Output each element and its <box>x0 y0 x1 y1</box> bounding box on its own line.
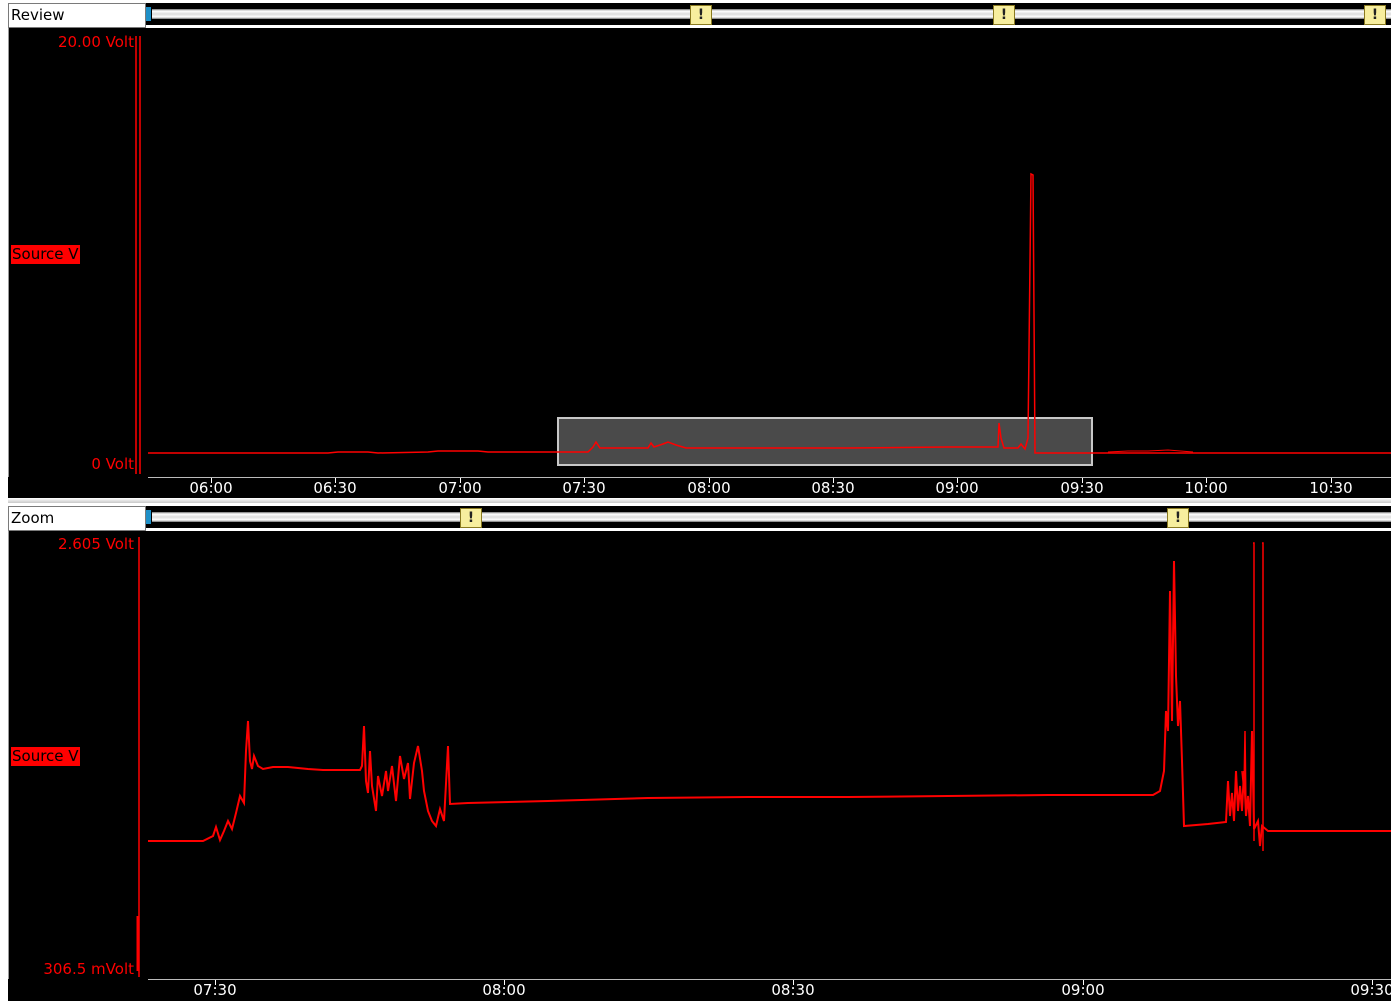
review-time-label: 09:30 <box>1060 479 1104 497</box>
zoom-pane: Zoom ! ! 2.605 Volt Source V 306.5 mVolt… <box>0 503 1391 1003</box>
time-tick <box>1206 478 1207 483</box>
review-time-label: 07:00 <box>438 479 482 497</box>
zoom-y-axis: 2.605 Volt Source V 306.5 mVolt <box>8 531 148 979</box>
review-axis-level-indicator <box>135 36 141 474</box>
review-scroll-bar[interactable] <box>152 9 1391 19</box>
zoom-time-label: 08:30 <box>771 981 815 999</box>
time-tick <box>335 478 336 483</box>
zoom-y-min-label: 306.5 mVolt <box>43 960 134 978</box>
time-tick <box>957 478 958 483</box>
event-marker-icon[interactable]: ! <box>460 508 482 528</box>
time-tick <box>793 980 794 985</box>
review-y-min-label: 0 Volt <box>91 455 134 473</box>
review-time-label: 10:30 <box>1309 479 1353 497</box>
zoom-y-max-label: 2.605 Volt <box>57 535 134 553</box>
zoom-scroll-start-icon[interactable] <box>146 510 151 524</box>
review-axis-corner <box>8 477 148 499</box>
review-time-label: 08:00 <box>687 479 731 497</box>
review-scroll-start-icon[interactable] <box>146 7 151 21</box>
zoom-time-label: 09:00 <box>1061 981 1105 999</box>
event-marker-icon[interactable]: ! <box>1364 5 1386 25</box>
review-time-label: 08:30 <box>811 479 855 497</box>
review-pane: Review ! ! ! 20.00 Volt Source V 0 Volt … <box>0 0 1391 500</box>
review-title: Review <box>8 3 146 28</box>
event-marker-icon[interactable]: ! <box>690 5 712 25</box>
zoom-time-label: 08:00 <box>482 981 526 999</box>
zoom-time-axis: 07:30 08:00 08:30 09:00 09:30 <box>148 979 1391 1001</box>
zoom-axis-level-indicator <box>136 537 140 977</box>
review-time-label: 09:00 <box>935 479 979 497</box>
zoom-axis-corner <box>8 979 148 1001</box>
zoom-time-label: 09:30 <box>1350 981 1391 999</box>
review-y-max-label: 20.00 Volt <box>57 33 134 51</box>
review-time-label: 10:00 <box>1184 479 1228 497</box>
zoom-channel-label[interactable]: Source V <box>11 747 80 766</box>
time-tick <box>1331 478 1332 483</box>
review-channel-label[interactable]: Source V <box>11 245 80 264</box>
time-tick <box>211 478 212 483</box>
time-tick <box>1083 980 1084 985</box>
time-tick <box>1372 980 1373 985</box>
zoom-trace <box>148 542 1391 851</box>
time-tick <box>709 478 710 483</box>
time-tick <box>584 478 585 483</box>
time-tick <box>460 478 461 483</box>
review-y-axis: 20.00 Volt Source V 0 Volt <box>8 28 148 477</box>
zoom-scroll-track[interactable]: ! ! <box>146 506 1391 528</box>
zoom-time-label: 07:30 <box>193 981 237 999</box>
time-tick <box>504 980 505 985</box>
zoom-title: Zoom <box>8 506 146 531</box>
time-tick <box>833 478 834 483</box>
review-plot-area[interactable] <box>148 28 1391 477</box>
review-time-label: 06:00 <box>189 479 233 497</box>
review-trace <box>148 172 1391 466</box>
event-marker-icon[interactable]: ! <box>993 5 1015 25</box>
event-marker-icon[interactable]: ! <box>1167 508 1189 528</box>
review-scroll-track[interactable]: ! ! ! <box>146 3 1391 25</box>
selection-window <box>557 417 1093 466</box>
time-tick <box>1082 478 1083 483</box>
pane-splitter[interactable] <box>8 498 1391 503</box>
review-time-label: 07:30 <box>562 479 606 497</box>
zoom-plot-area[interactable] <box>148 531 1391 979</box>
review-time-label: 06:30 <box>313 479 357 497</box>
zoom-scroll-bar[interactable] <box>152 512 1391 522</box>
review-time-axis: 06:00 06:30 07:00 07:30 08:00 08:30 09:0… <box>148 477 1391 499</box>
time-tick <box>215 980 216 985</box>
